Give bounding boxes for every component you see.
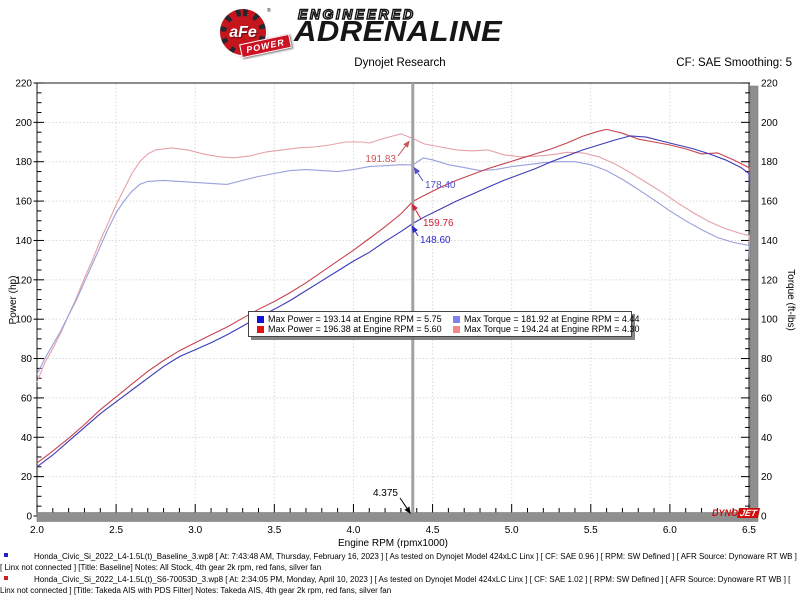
svg-text:4.0: 4.0 — [346, 525, 360, 536]
svg-text:60: 60 — [21, 393, 33, 404]
run-text: Honda_Civic_Si_2022_L4-1.5L(t)_Baseline_… — [0, 552, 797, 572]
svg-text:20: 20 — [21, 472, 33, 483]
legend-swatch-pink — [453, 325, 460, 333]
x-axis-title: Engine RPM (rpmx1000) — [338, 538, 448, 549]
svg-text:60: 60 — [761, 393, 773, 404]
chart-title: Dynojet Research — [354, 57, 446, 69]
svg-text:120: 120 — [761, 275, 778, 286]
svg-text:220: 220 — [15, 79, 32, 90]
legend-item-baseline-torque: Max Torque = 181.92 at Engine RPM = 4.44 — [453, 314, 639, 324]
svg-text:3.0: 3.0 — [188, 525, 202, 536]
svg-text:180: 180 — [15, 157, 32, 168]
plot-border — [36, 82, 750, 517]
vertical-scrollbar[interactable] — [749, 85, 759, 517]
svg-text:140: 140 — [761, 236, 778, 247]
svg-text:100: 100 — [15, 315, 32, 326]
legend-label: Max Power = 193.14 at Engine RPM = 5.75 — [268, 314, 442, 324]
header: aFe ® POWER ENGINEERED ADRENALINE Dynoje… — [0, 0, 800, 75]
legend-item-takeda-power: Max Power = 196.38 at Engine RPM = 5.60 — [257, 324, 453, 334]
svg-text:3.5: 3.5 — [267, 525, 281, 536]
svg-text:5.0: 5.0 — [505, 525, 519, 536]
x-axis-labels: 2.0 2.5 3.0 3.5 4.0 4.5 5.0 5.5 6.0 6.5 Engine RPM… — [30, 525, 756, 549]
legend-label: Max Torque = 194.24 at Engine RPM = 4.30 — [464, 324, 640, 334]
svg-text:40: 40 — [761, 433, 773, 444]
legend-label: Max Power = 196.38 at Engine RPM = 5.60 — [268, 324, 442, 334]
afe-aperture-icon: aFe — [220, 9, 266, 55]
svg-text:2.0: 2.0 — [30, 525, 44, 536]
run-bullet-red — [4, 576, 8, 580]
curve-baseline_torque — [36, 157, 758, 414]
legend-swatch-lightblue — [453, 315, 460, 323]
y-left-axis-title: Power (hp) — [8, 276, 19, 325]
y-axis-labels: 0 0 20 20 40 40 60 60 80 80 100 100 120 120 140 140 160 1… — [15, 79, 778, 523]
callout-178.40: 178.40 — [425, 180, 456, 191]
svg-text:220: 220 — [761, 79, 778, 90]
svg-text:20: 20 — [761, 472, 773, 483]
svg-text:160: 160 — [15, 197, 32, 208]
run-info-baseline: Honda_Civic_Si_2022_L4-1.5L(t)_Baseline_… — [0, 551, 797, 573]
curve-takeda_power — [36, 128, 758, 464]
run-text: Honda_Civic_Si_2022_L4-1.5L(t)_S6-70053D… — [0, 575, 791, 595]
legend-label: Max Torque = 181.92 at Engine RPM = 4.44 — [464, 314, 640, 324]
registered-mark: ® — [267, 8, 271, 14]
svg-text:0: 0 — [761, 512, 767, 523]
cursor-callouts: 191.83 178.40 159.76 148.60 4.375 — [365, 140, 456, 514]
svg-text:140: 140 — [15, 236, 32, 247]
svg-text:200: 200 — [15, 118, 32, 129]
adrenaline-wordmark: ADRENALINE — [294, 15, 503, 48]
horizontal-scrollbar[interactable] — [36, 512, 759, 522]
curve-baseline_power — [36, 135, 758, 468]
callout-148.60: 148.60 — [420, 235, 451, 246]
legend-item-baseline-power: Max Power = 193.14 at Engine RPM = 5.75 — [257, 314, 453, 324]
legend-swatch-blue — [257, 315, 264, 323]
svg-text:100: 100 — [761, 315, 778, 326]
curve-takeda_torque — [36, 133, 758, 422]
y-right-axis-title: Torque (ft-lbs) — [785, 269, 796, 331]
engineered-wordmark: ENGINEERED — [297, 5, 416, 22]
afe-power-logo: aFe ® POWER — [220, 8, 292, 59]
legend-swatch-red — [257, 325, 264, 333]
svg-text:0: 0 — [26, 512, 32, 523]
svg-text:80: 80 — [761, 354, 773, 365]
cursor-rpm-label: 4.375 — [373, 488, 398, 499]
afe-logo-text: aFe — [229, 24, 257, 41]
svg-text:80: 80 — [21, 354, 33, 365]
svg-text:120: 120 — [15, 275, 32, 286]
svg-text:160: 160 — [761, 197, 778, 208]
svg-text:180: 180 — [761, 157, 778, 168]
run-bullet-blue — [4, 553, 8, 557]
callout-159.76: 159.76 — [423, 218, 454, 229]
svg-text:6.0: 6.0 — [663, 525, 677, 536]
svg-text:200: 200 — [761, 118, 778, 129]
smoothing-label: CF: SAE Smoothing: 5 — [676, 57, 792, 69]
svg-text:5.5: 5.5 — [584, 525, 598, 536]
svg-text:4.5: 4.5 — [426, 525, 440, 536]
callout-191.83: 191.83 — [365, 154, 396, 165]
svg-text:2.5: 2.5 — [109, 525, 123, 536]
legend-item-takeda-torque: Max Torque = 194.24 at Engine RPM = 4.30 — [453, 324, 639, 334]
x-axis-ticks — [36, 504, 750, 513]
y-axis-ticks — [33, 82, 750, 517]
svg-text:40: 40 — [21, 433, 33, 444]
dynojet-watermark: DYNOJET — [712, 508, 760, 518]
svg-text:6.5: 6.5 — [742, 525, 756, 536]
run-info-takeda: Honda_Civic_Si_2022_L4-1.5L(t)_S6-70053D… — [0, 574, 797, 596]
legend-box[interactable]: Max Power = 193.14 at Engine RPM = 5.75 … — [248, 311, 639, 337]
